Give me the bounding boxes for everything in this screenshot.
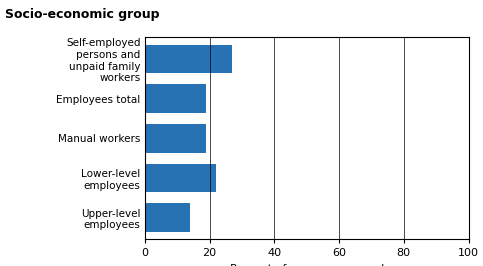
Bar [145, 164, 216, 192]
Bar [145, 203, 190, 232]
Bar [145, 84, 206, 113]
X-axis label: Percent of group concerned: Percent of group concerned [229, 264, 384, 266]
Bar [145, 45, 232, 73]
Bar [145, 124, 206, 153]
Text: Socio-economic group: Socio-economic group [5, 8, 159, 21]
